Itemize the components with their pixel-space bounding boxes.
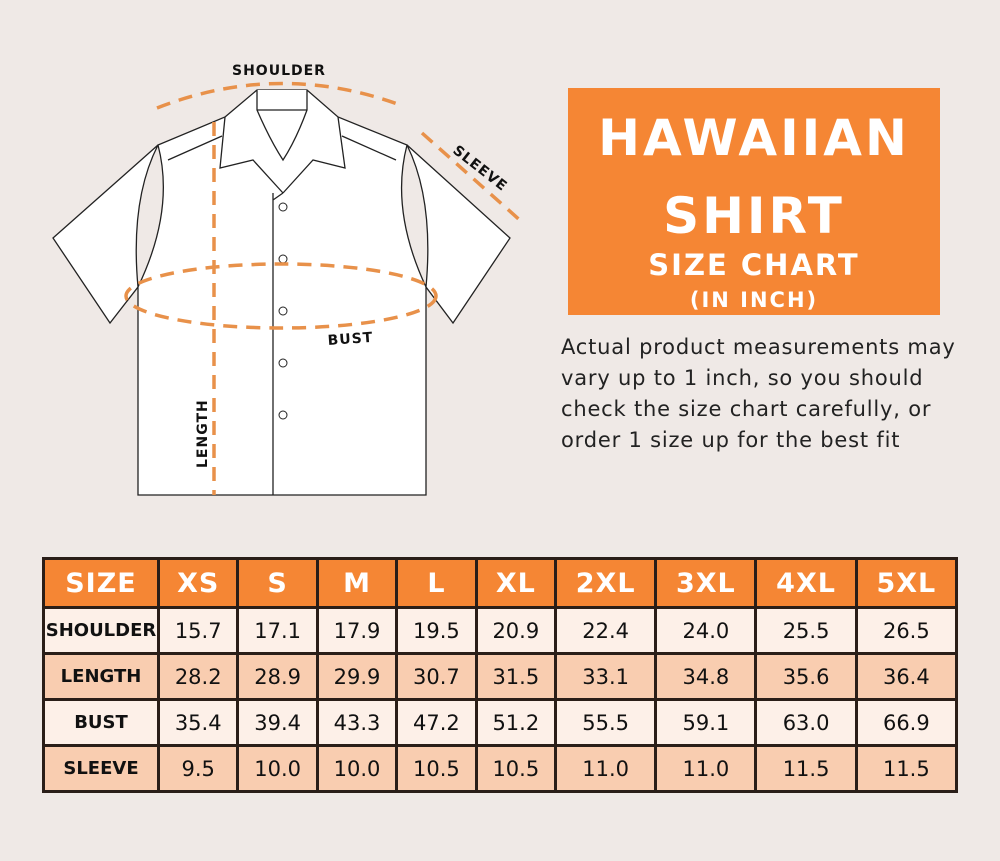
table-row: LENGTH 28.2 28.9 29.9 30.7 31.5 33.1 34.8 35.6 36… bbox=[42, 652, 959, 701]
button bbox=[278, 254, 288, 264]
table-cell: 17.1 bbox=[236, 606, 319, 655]
table-cell: 36.4 bbox=[854, 652, 959, 701]
table-cell: 9.5 bbox=[156, 744, 240, 793]
table-cell: 63.0 bbox=[754, 698, 858, 747]
table-cell: 34.8 bbox=[654, 652, 758, 701]
table-cell: 55.5 bbox=[554, 698, 658, 747]
table-cell: 35.6 bbox=[754, 652, 858, 701]
table-cell: 10.5 bbox=[395, 744, 478, 793]
table-cell: 43.3 bbox=[315, 698, 399, 747]
table-cell: 28.2 bbox=[156, 652, 240, 701]
measurement-note: Actual product measurements may vary up … bbox=[561, 335, 956, 452]
title-line: SHIRT bbox=[663, 187, 845, 245]
column-header: M bbox=[315, 557, 399, 609]
column-header: 3XL bbox=[654, 557, 758, 609]
row-label: SHOULDER bbox=[42, 606, 160, 655]
unit-label: (IN INCH) bbox=[689, 288, 819, 312]
shirt-diagram: SHOULDER SLEEVE BUST LENGTH bbox=[52, 63, 524, 496]
length-label: LENGTH bbox=[195, 399, 211, 468]
table-cell: 11.0 bbox=[654, 744, 758, 793]
subtitle: SIZE CHART bbox=[648, 248, 860, 282]
column-header: 2XL bbox=[554, 557, 658, 609]
column-header: 5XL bbox=[854, 557, 959, 609]
table-cell: 35.4 bbox=[156, 698, 240, 747]
table-cell: 26.5 bbox=[854, 606, 959, 655]
table-cell: 22.4 bbox=[554, 606, 658, 655]
column-header: L bbox=[395, 557, 478, 609]
yoke-line bbox=[167, 135, 397, 161]
sleeve-label: SLEEVE bbox=[450, 143, 511, 195]
button bbox=[278, 358, 288, 368]
size-table: SIZE XS S M L XL 2XL 3XL 4XL 5XL SHOULDER 15.7 17.1… bbox=[42, 557, 959, 793]
table-cell: 20.9 bbox=[474, 606, 558, 655]
table-cell: 47.2 bbox=[395, 698, 478, 747]
table-cell: 29.9 bbox=[315, 652, 399, 701]
column-header: 4XL bbox=[754, 557, 858, 609]
table-cell: 11.5 bbox=[854, 744, 959, 793]
table-row: SHOULDER 15.7 17.1 17.9 19.5 20.9 22.4 24.0 25.5… bbox=[42, 606, 959, 655]
table-cell: 28.9 bbox=[236, 652, 319, 701]
title-box: HAWAIIAN SHIRT SIZE CHART (IN INCH) bbox=[568, 88, 940, 315]
table-cell: 33.1 bbox=[554, 652, 658, 701]
header-row: SIZE XS S M L XL 2XL 3XL 4XL 5XL bbox=[42, 557, 959, 609]
table-cell: 19.5 bbox=[395, 606, 478, 655]
title-line: HAWAIIAN bbox=[598, 109, 910, 167]
table-cell: 24.0 bbox=[654, 606, 758, 655]
column-header: XS bbox=[156, 557, 240, 609]
placket-line bbox=[272, 192, 284, 495]
table-cell: 31.5 bbox=[474, 652, 558, 701]
shoulder-label: SHOULDER bbox=[232, 63, 326, 79]
collar bbox=[219, 90, 346, 194]
table-cell: 39.4 bbox=[236, 698, 319, 747]
button bbox=[278, 306, 288, 316]
table-cell: 15.7 bbox=[156, 606, 240, 655]
shirt-body bbox=[137, 89, 427, 496]
table-cell: 30.7 bbox=[395, 652, 478, 701]
row-label: BUST bbox=[42, 698, 160, 747]
table-cell: 11.0 bbox=[554, 744, 658, 793]
button bbox=[278, 410, 288, 420]
column-header: S bbox=[236, 557, 319, 609]
bust-measure-line bbox=[124, 262, 438, 330]
table-cell: 66.9 bbox=[854, 698, 959, 747]
table-cell: 10.0 bbox=[315, 744, 399, 793]
table-cell: 25.5 bbox=[754, 606, 858, 655]
bust-label: BUST bbox=[327, 330, 374, 349]
table-cell: 59.1 bbox=[654, 698, 758, 747]
row-label: SLEEVE bbox=[42, 744, 160, 793]
button bbox=[278, 202, 288, 212]
column-header: XL bbox=[474, 557, 558, 609]
table-cell: 10.5 bbox=[474, 744, 558, 793]
table-cell: 11.5 bbox=[754, 744, 858, 793]
table-row: SLEEVE 9.5 10.0 10.0 10.5 10.5 11.0 11.0 11.5 11.… bbox=[42, 744, 959, 793]
table-row: BUST 35.4 39.4 43.3 47.2 51.2 55.5 59.1 63.0 66.9 bbox=[42, 698, 959, 747]
table-cell: 51.2 bbox=[474, 698, 558, 747]
column-header: SIZE bbox=[42, 557, 160, 609]
shoulder-measure-line bbox=[156, 81, 404, 110]
table-cell: 17.9 bbox=[315, 606, 399, 655]
table-cell: 10.0 bbox=[236, 744, 319, 793]
row-label: LENGTH bbox=[42, 652, 160, 701]
